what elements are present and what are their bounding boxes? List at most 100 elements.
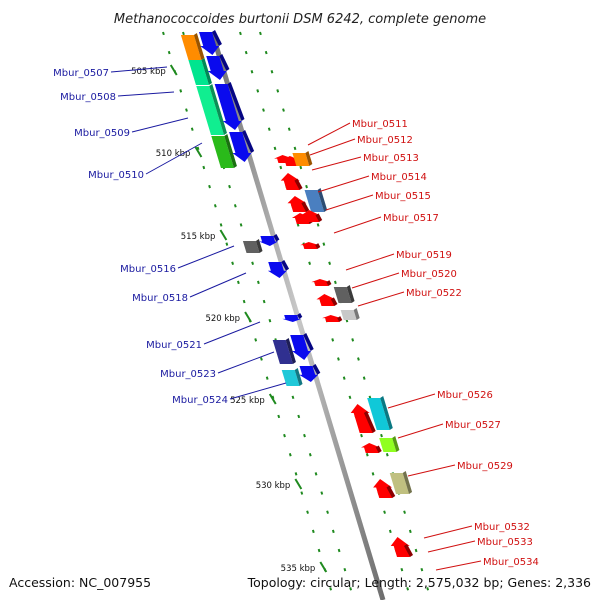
gene-feature-12 bbox=[287, 196, 310, 212]
gene-box-side bbox=[294, 368, 303, 386]
gene-arrow-side bbox=[375, 445, 382, 453]
gene-box-side bbox=[380, 396, 393, 430]
gene-arrow bbox=[199, 32, 220, 55]
gene-box-side bbox=[353, 308, 360, 320]
gene-arrow bbox=[290, 335, 312, 360]
gene-arrow bbox=[316, 294, 336, 306]
reverse-gene-label: Mbur_0520 bbox=[401, 269, 457, 280]
forward-leader-line bbox=[217, 351, 275, 374]
gene-box bbox=[304, 190, 325, 212]
gene-box bbox=[389, 473, 410, 494]
gene-box-side bbox=[346, 285, 355, 303]
gene-feature-34 bbox=[373, 479, 396, 498]
scale-tick bbox=[219, 229, 228, 241]
gene-arrow-side bbox=[301, 201, 310, 212]
gene-arrow bbox=[259, 236, 279, 246]
gene-arrow-side bbox=[326, 280, 332, 286]
gene-arrow-side bbox=[297, 313, 303, 319]
gene-arrow-side bbox=[337, 316, 343, 322]
gene-feature-3 bbox=[206, 54, 230, 80]
genome-backbone bbox=[209, 31, 386, 600]
gene-box-side bbox=[224, 134, 237, 168]
gene-box bbox=[180, 35, 202, 60]
gene-arrow-side bbox=[330, 297, 338, 306]
reverse-leader-line bbox=[345, 253, 395, 271]
gene-arrow-side bbox=[403, 544, 414, 557]
gene-arrow-side bbox=[219, 54, 230, 71]
gene-arrow bbox=[361, 443, 381, 453]
reverse-leader-line bbox=[423, 525, 473, 539]
reverse-gene-label: Mbur_0511 bbox=[352, 119, 408, 130]
forward-leader-line bbox=[110, 66, 168, 73]
gene-arrow bbox=[300, 242, 320, 249]
gene-feature-23 bbox=[282, 313, 303, 322]
reverse-leader-line bbox=[325, 194, 374, 211]
gene-box bbox=[281, 370, 300, 386]
gene-feature-22 bbox=[333, 285, 355, 303]
gene-box-side bbox=[392, 436, 400, 452]
gene-box-side bbox=[255, 239, 263, 253]
gene-feature-15 bbox=[301, 210, 323, 222]
scale-marks: 505 kbp 510 kbp 515 kbp 520 kbp 525 kbp 530 k… bbox=[131, 64, 328, 574]
gene-feature-20 bbox=[311, 279, 332, 286]
gene-box bbox=[211, 136, 234, 168]
forward-leader-line bbox=[117, 91, 175, 97]
gene-feature-25 bbox=[340, 308, 360, 320]
reverse-leader-line bbox=[309, 138, 356, 156]
scale-label: 530 kbp bbox=[256, 481, 291, 491]
gene-arrow bbox=[287, 196, 307, 212]
gene-arrow bbox=[311, 279, 331, 286]
gene-arrow-side bbox=[212, 30, 222, 46]
gene-feature-33 bbox=[379, 436, 400, 452]
gene-arrow-side bbox=[303, 333, 314, 351]
gene-arrow-side bbox=[312, 364, 321, 375]
gene-box-side bbox=[317, 188, 328, 212]
gene-arrow bbox=[206, 56, 227, 80]
gene-arrow bbox=[322, 315, 342, 322]
forward-gene-label: Mbur_0518 bbox=[132, 293, 188, 304]
gene-feature-11 bbox=[280, 173, 303, 190]
gene-arrow bbox=[214, 84, 242, 130]
gene-feature-6 bbox=[211, 134, 237, 168]
scale-tick bbox=[294, 478, 303, 490]
gene-box bbox=[272, 340, 293, 364]
reverse-leader-line bbox=[397, 423, 444, 439]
gene-labels: Mbur_0507 Mbur_0508 Mbur_0509 Mbur_0510 Mbur… bbox=[53, 66, 539, 571]
gene-feature-26 bbox=[272, 338, 296, 364]
scale-label: 535 kbp bbox=[281, 564, 316, 574]
scale-tick bbox=[268, 393, 277, 405]
forward-leader-line bbox=[145, 142, 203, 175]
scale-tick bbox=[319, 561, 328, 573]
gene-arrow bbox=[229, 132, 252, 162]
gene-feature-30 bbox=[350, 404, 376, 433]
accession-text: Accession: NC_007955 bbox=[9, 575, 151, 590]
reverse-gene-label: Mbur_0533 bbox=[477, 537, 533, 548]
forward-gene-label: Mbur_0508 bbox=[60, 92, 116, 103]
reverse-gene-label: Mbur_0526 bbox=[437, 390, 493, 401]
gene-arrow-side bbox=[386, 485, 396, 498]
gene-arrow bbox=[267, 262, 287, 278]
genome-title: Methanococcoides burtonii DSM 6242, comp… bbox=[114, 12, 486, 27]
gene-box-side bbox=[209, 84, 228, 135]
gene-feature-27 bbox=[290, 333, 314, 360]
gene-feature-0 bbox=[180, 33, 205, 60]
gene-feature-31 bbox=[367, 396, 393, 430]
gene-arrow bbox=[350, 404, 373, 433]
reverse-gene-label: Mbur_0527 bbox=[445, 420, 501, 431]
gene-arrow-side bbox=[227, 82, 245, 121]
gene-feature-1 bbox=[199, 30, 222, 55]
gene-box bbox=[379, 438, 397, 452]
gene-feature-21 bbox=[316, 294, 338, 306]
reverse-leader-line bbox=[333, 216, 382, 234]
gene-arrow bbox=[373, 479, 393, 498]
gene-feature-13 bbox=[304, 188, 328, 212]
gene-box-side bbox=[193, 33, 205, 60]
gene-arrow bbox=[282, 315, 302, 322]
reverse-gene-label: Mbur_0512 bbox=[357, 135, 413, 146]
reverse-leader-line bbox=[351, 272, 400, 289]
gene-arrow-side bbox=[242, 130, 255, 153]
gene-feature-18 bbox=[300, 242, 321, 249]
summary-text: Topology: circular; Length: 2,575,032 bp… bbox=[247, 575, 591, 590]
gene-feature-10 bbox=[292, 151, 313, 166]
